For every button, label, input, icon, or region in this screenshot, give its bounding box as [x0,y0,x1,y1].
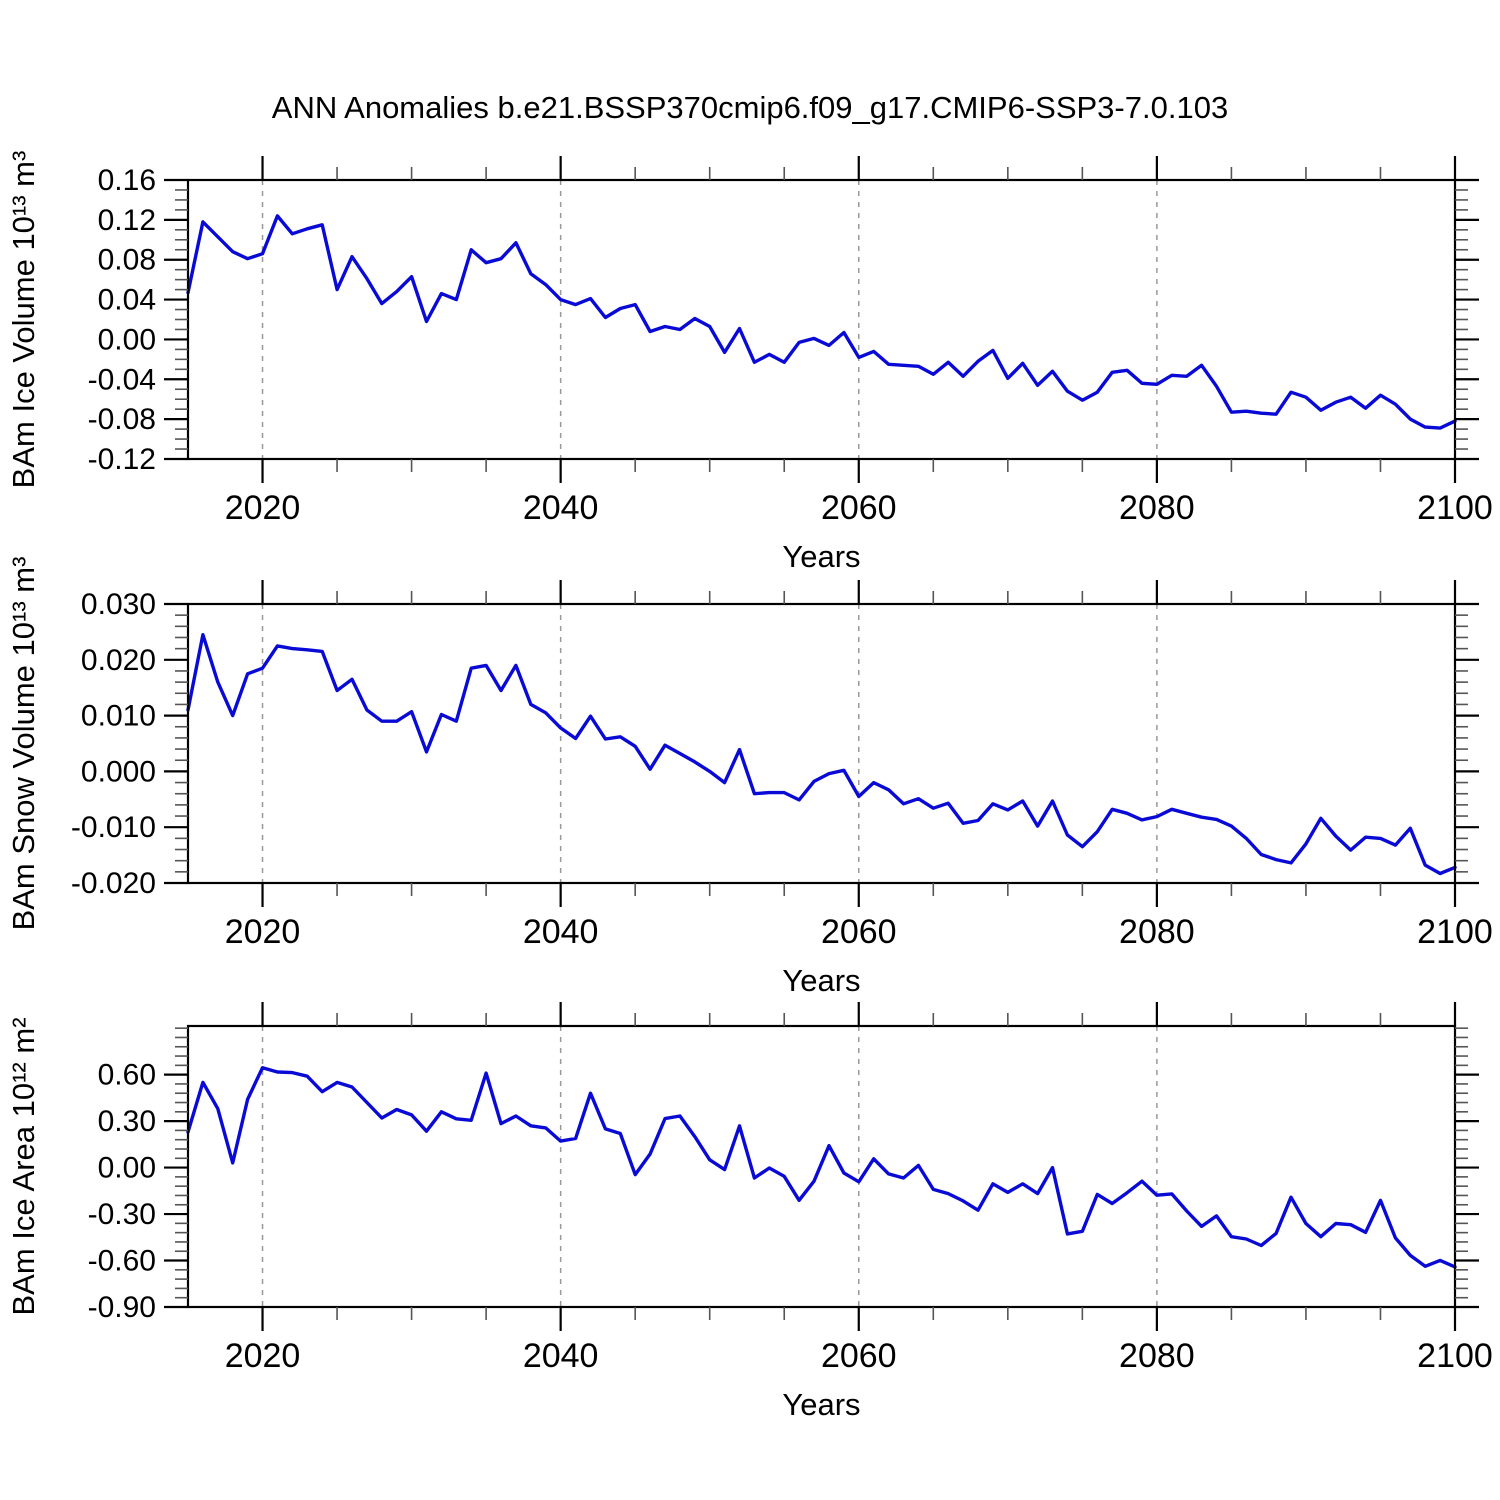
y-tick-label: 0.000 [81,755,156,788]
x-axis-title: Years [782,539,860,574]
x-tick-label: 2040 [523,489,599,527]
y-tick-label: -0.60 [88,1245,156,1278]
x-axis-title: Years [782,963,860,998]
x-tick-label: 2080 [1119,913,1195,951]
x-tick-label: 2020 [225,1337,301,1375]
y-tick-label: 0.00 [98,1152,156,1185]
y-tick-label: -0.90 [88,1291,156,1324]
y-axis-title: BAm Ice Volume 10¹³ m³ [6,151,41,489]
data-line [186,633,1457,876]
x-axis-title: Years [782,1387,860,1422]
y-tick-label: -0.30 [88,1198,156,1231]
y-tick-label: 0.60 [98,1059,156,1092]
y-tick-label: 0.020 [81,644,156,677]
x-tick-label: 2060 [821,489,897,527]
y-tick-label: -0.08 [88,403,156,436]
y-tick-label: 0.16 [98,164,156,197]
data-line [186,1065,1457,1269]
x-tick-label: 2100 [1417,489,1493,527]
x-tick-label: 2040 [523,913,599,951]
x-tick-label: 2080 [1119,1337,1195,1375]
figure-title: ANN Anomalies b.e21.BSSP370cmip6.f09_g17… [271,90,1229,125]
y-tick-label: 0.12 [98,204,156,237]
y-tick-label: -0.010 [71,811,156,844]
y-tick-label: -0.04 [88,363,156,396]
y-tick-label: 0.030 [81,588,156,621]
data-line [186,214,1457,430]
x-tick-label: 2080 [1119,489,1195,527]
y-tick-label: 0.00 [98,323,156,356]
y-axis-title: BAm Ice Area 10¹² m² [6,1017,41,1315]
x-tick-label: 2020 [225,913,301,951]
y-tick-label: -0.020 [71,867,156,900]
x-tick-label: 2100 [1417,1337,1493,1375]
y-tick-label: 0.08 [98,244,156,277]
x-tick-label: 2100 [1417,913,1493,951]
plot-box [186,178,1457,461]
y-axis-title: BAm Snow Volume 10¹³ m³ [6,557,41,931]
x-tick-label: 2040 [523,1337,599,1375]
y-tick-label: 0.010 [81,700,156,733]
x-tick-label: 2060 [821,913,897,951]
y-tick-label: 0.04 [98,284,156,317]
y-tick-label: 0.30 [98,1105,156,1138]
plot-box [186,602,1457,885]
x-tick-label: 2060 [821,1337,897,1375]
y-tick-label: -0.12 [88,443,156,476]
x-tick-label: 2020 [225,489,301,527]
